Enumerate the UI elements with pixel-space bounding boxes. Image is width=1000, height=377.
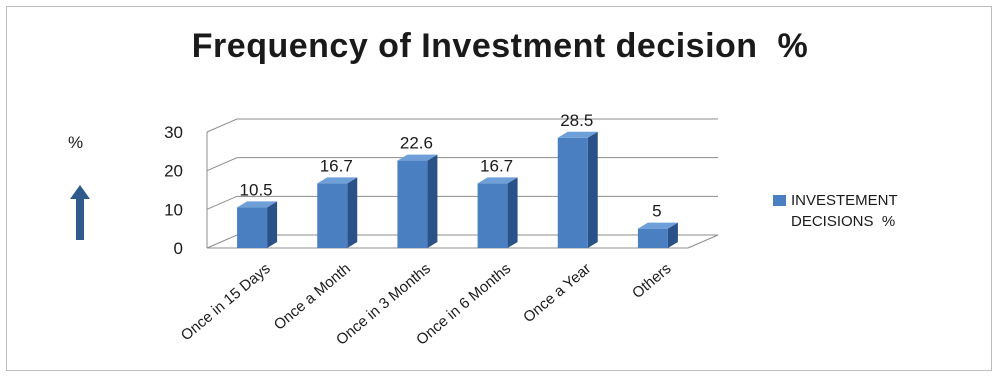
x-tick-label: Once a Month [271, 260, 354, 334]
bar [317, 177, 358, 248]
x-tick-label: Once in 15 Days [178, 260, 274, 344]
bar-front [237, 207, 268, 248]
bar-front [557, 137, 588, 248]
y-axis-label: % [68, 133, 83, 152]
data-label: 10.5 [240, 180, 273, 199]
bars [237, 131, 678, 248]
legend-label-line-1: INVESTEMENT [791, 192, 898, 209]
y-tick-label: 0 [174, 239, 183, 258]
data-label: 28.5 [560, 111, 593, 130]
legend-label-line-2: DECISIONS % [791, 213, 895, 230]
data-label: 16.7 [320, 156, 353, 175]
up-arrow-icon [70, 185, 90, 240]
bar-side [587, 131, 598, 248]
bar-side [267, 201, 278, 248]
legend: INVESTEMENT DECISIONS % [773, 192, 898, 230]
legend-swatch [773, 195, 786, 206]
y-axis-indicator: % [68, 133, 90, 240]
grid-layer [206, 118, 719, 249]
data-label: 16.7 [480, 156, 513, 175]
y-tick-label: 10 [164, 200, 183, 219]
grid-line [206, 195, 718, 210]
bar-side [427, 154, 438, 248]
bar-side [667, 222, 678, 248]
bar-top [477, 177, 518, 184]
data-label: 5 [652, 202, 661, 221]
bar [237, 201, 278, 248]
bar [637, 222, 678, 248]
bar [557, 131, 598, 248]
grid-line [206, 234, 718, 249]
bar-front [317, 183, 348, 248]
bar-top [317, 177, 358, 184]
x-tick-label: Once a Year [520, 260, 594, 326]
bar-side [347, 177, 358, 248]
bar [397, 154, 438, 248]
data-label: 22.6 [400, 134, 433, 153]
bar-front [637, 228, 668, 248]
bar-side [507, 177, 518, 248]
bar-top [557, 131, 598, 138]
bar-top [397, 154, 438, 161]
bar [477, 177, 518, 248]
bar-top [637, 222, 678, 229]
grid-line [206, 157, 718, 172]
bar-front [477, 183, 508, 248]
y-tick-label: 20 [164, 162, 183, 181]
bar-front [397, 160, 428, 248]
y-tick-label: 30 [164, 123, 183, 142]
chart-frame: Frequency of Investment decision % [6, 6, 992, 371]
x-tick-label: Others [629, 260, 674, 302]
data-labels: 10.5 16.7 22.6 16.7 28.5 5 [240, 111, 662, 221]
chart-title: Frequency of Investment decision % [191, 27, 809, 65]
y-tick-labels: 0 10 20 30 [164, 123, 183, 258]
bar-top [237, 201, 278, 208]
grid-line [206, 118, 718, 133]
floor-side-edge [687, 234, 719, 249]
